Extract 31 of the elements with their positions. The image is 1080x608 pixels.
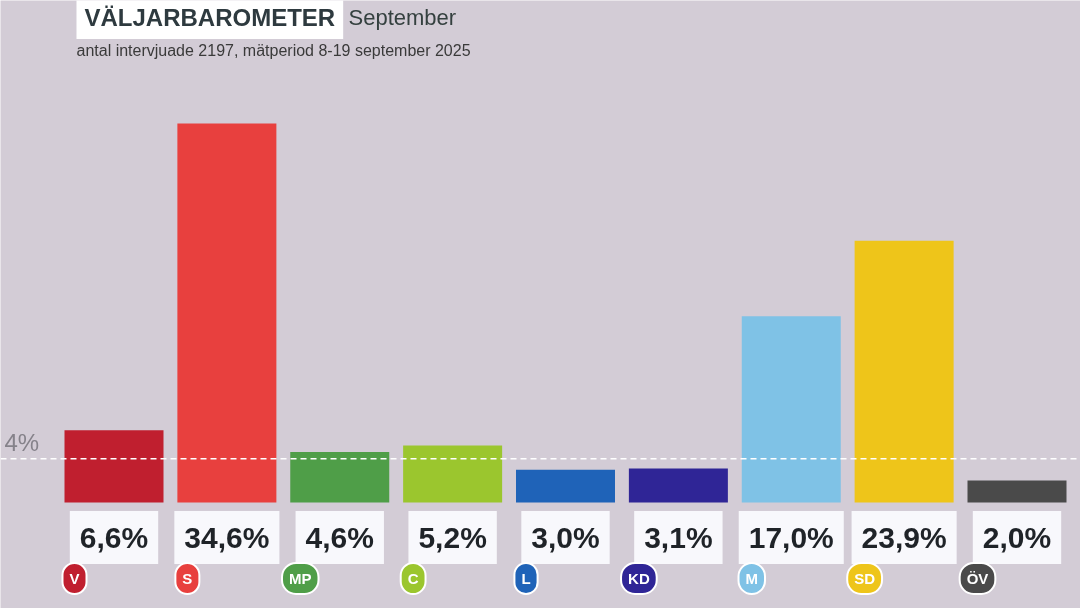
bar [854, 240, 954, 503]
ref-line-label: 4% [4, 428, 40, 456]
x-tick-label: KD [628, 570, 650, 587]
data-label: 4,6% [305, 521, 374, 554]
bar [516, 469, 615, 503]
chart-title: VÄLJARBAROMETER [84, 4, 336, 31]
bar [741, 316, 841, 503]
bar [64, 430, 164, 503]
bar [403, 445, 503, 503]
x-tick-label: C [407, 570, 419, 587]
bar [628, 468, 728, 503]
data-label: 6,6% [79, 521, 149, 554]
bar [177, 123, 277, 503]
data-label: 3,0% [531, 521, 600, 554]
data-label: 5,2% [418, 521, 487, 554]
x-tick-label: ÖV [966, 570, 989, 587]
data-label: 17,0% [748, 521, 834, 554]
x-tick-label: V [69, 570, 80, 587]
x-tick-label: M [745, 570, 758, 587]
x-tick-label: SD [854, 570, 876, 587]
x-tick-label: S [182, 570, 193, 587]
data-label: 3,1% [644, 521, 713, 554]
x-tick-label: L [521, 570, 531, 587]
chart-subtitle: September [348, 5, 457, 30]
text: antal intervjuade 2197, mätperiod 8-19 september 2025 [76, 42, 471, 59]
data-label: 23,9% [861, 521, 947, 554]
bar [967, 480, 1067, 503]
bar [290, 452, 390, 503]
data-label: 2,0% [982, 521, 1052, 554]
x-tick-label: MP [289, 570, 312, 587]
data-label: 34,6% [184, 521, 270, 554]
